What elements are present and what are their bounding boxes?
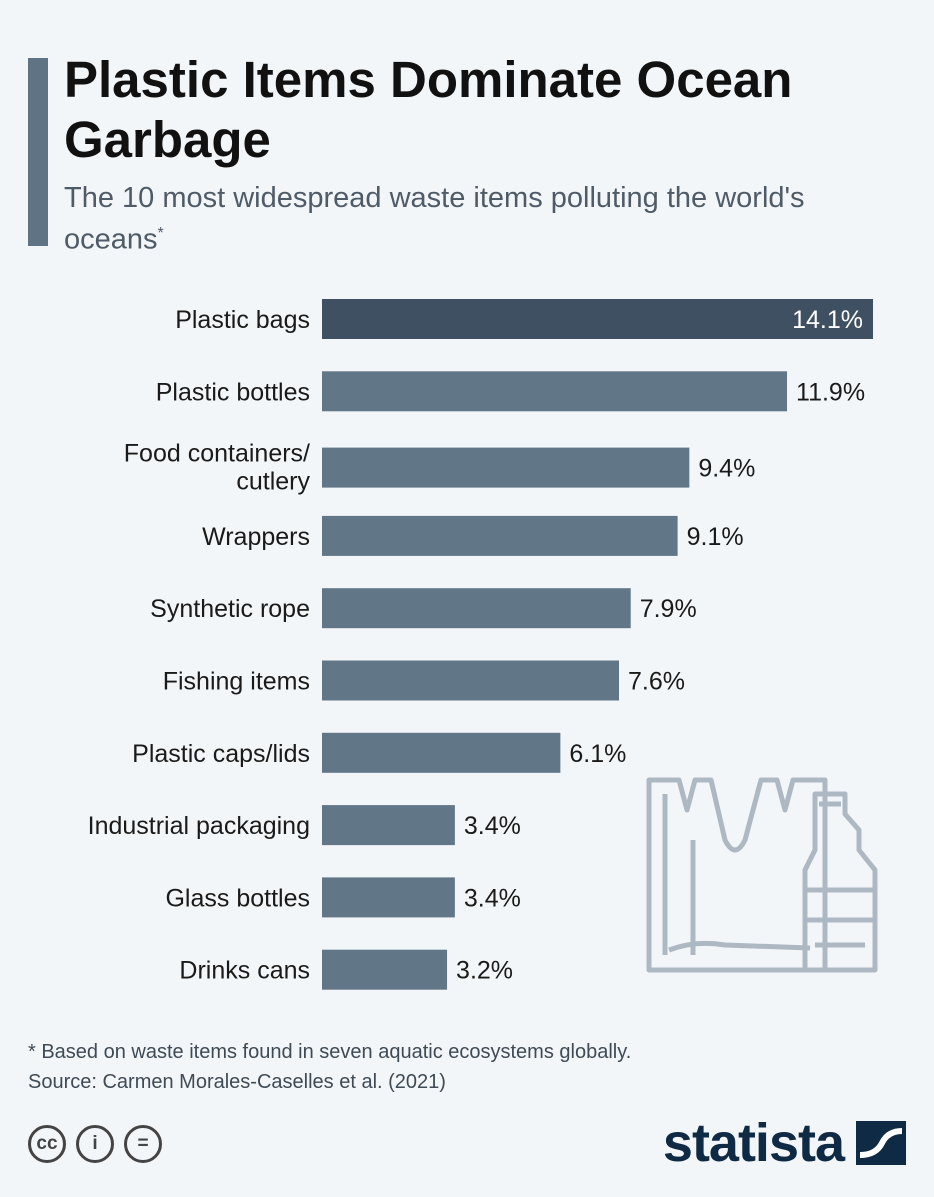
category-label-1: Plastic bottles bbox=[156, 378, 310, 406]
nd-icon[interactable]: = bbox=[124, 1125, 162, 1163]
value-label-1: 11.9% bbox=[796, 378, 865, 406]
title-accent-bar bbox=[28, 58, 48, 246]
bar-9 bbox=[322, 949, 448, 990]
bar-2 bbox=[322, 447, 690, 488]
bar-4 bbox=[322, 588, 631, 629]
by-icon[interactable]: i bbox=[76, 1125, 114, 1163]
subtitle-footnote-mark: * bbox=[157, 225, 164, 242]
chart-subtitle: The 10 most widespread waste items pollu… bbox=[64, 180, 824, 258]
value-label-7: 3.4% bbox=[464, 812, 521, 840]
footnote-text: * Based on waste items found in seven aq… bbox=[28, 1041, 632, 1063]
bar-7 bbox=[322, 805, 455, 846]
footnote-block: * Based on waste items found in seven aq… bbox=[28, 1037, 631, 1097]
bar-0 bbox=[322, 299, 873, 339]
bar-5 bbox=[322, 660, 619, 701]
value-label-0: 14.1% bbox=[792, 306, 863, 334]
category-label-2: Food containers/cutlery bbox=[124, 440, 311, 496]
source-text: Source: Carmen Morales-Caselles et al. (… bbox=[28, 1071, 446, 1093]
category-label-0: Plastic bags bbox=[175, 306, 310, 334]
bar-6 bbox=[322, 732, 561, 773]
cc-icon[interactable]: cc bbox=[28, 1125, 66, 1163]
value-label-2: 9.4% bbox=[698, 455, 755, 483]
value-label-8: 3.4% bbox=[464, 884, 521, 912]
bar-1 bbox=[322, 371, 788, 412]
category-label-6: Plastic caps/lids bbox=[132, 740, 310, 768]
value-label-9: 3.2% bbox=[456, 957, 513, 985]
plastic-bag-and-bottle-icon bbox=[646, 777, 878, 973]
statista-logo-icon bbox=[856, 1121, 906, 1165]
value-label-5: 7.6% bbox=[628, 668, 685, 696]
statista-brand[interactable]: statista bbox=[663, 1112, 906, 1174]
bar-chart: Plastic bags 14.1% Plastic bottles 11.9% Foo… bbox=[88, 299, 873, 990]
category-label-5: Fishing items bbox=[163, 668, 310, 696]
category-label-8: Glass bottles bbox=[165, 884, 310, 912]
bar-8 bbox=[322, 877, 455, 918]
category-label-4: Synthetic rope bbox=[150, 595, 310, 623]
value-label-4: 7.9% bbox=[640, 595, 697, 623]
value-label-3: 9.1% bbox=[687, 523, 744, 551]
category-label-3: Wrappers bbox=[202, 523, 310, 551]
subtitle-text: The 10 most widespread waste items pollu… bbox=[64, 182, 805, 256]
category-label-9: Drinks cans bbox=[179, 957, 310, 985]
brand-name: statista bbox=[662, 1113, 845, 1173]
value-label-6: 6.1% bbox=[569, 740, 626, 768]
bar-3 bbox=[322, 515, 678, 556]
license-icons: cc i = bbox=[28, 1125, 162, 1163]
chart-title: Plastic Items Dominate Ocean Garbage bbox=[64, 51, 793, 168]
category-label-7: Industrial packaging bbox=[88, 812, 310, 840]
